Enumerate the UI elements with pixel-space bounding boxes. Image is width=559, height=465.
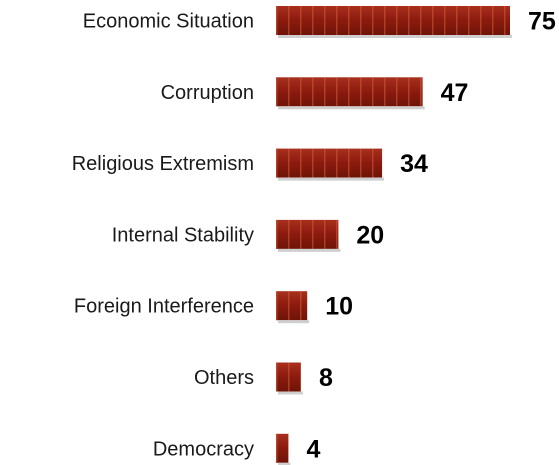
value-label: 4 (306, 435, 320, 463)
value-label: 20 (356, 221, 384, 249)
category-label: Economic Situation (83, 11, 254, 33)
bar-texture (276, 433, 289, 463)
bar-texture (276, 77, 423, 107)
bar-texture (276, 362, 301, 392)
category-label: Religious Extremism (72, 153, 254, 175)
bar-texture (276, 6, 510, 35)
bar-shadow (278, 462, 291, 465)
bar-texture (276, 148, 383, 178)
bar-texture (276, 291, 308, 321)
bar-shadow (278, 106, 425, 110)
bar-shadow (278, 248, 341, 252)
category-label: Internal Stability (112, 224, 254, 246)
value-label: 75 (528, 8, 556, 36)
category-label: Democracy (153, 438, 254, 460)
bar-texture (276, 219, 339, 249)
bar-shadow (278, 320, 310, 324)
bar-shadow (278, 177, 385, 181)
bar-shadow (278, 391, 303, 395)
category-label: Corruption (161, 82, 254, 104)
value-label: 10 (325, 293, 353, 321)
category-label: Others (194, 367, 254, 389)
bar-shadow (278, 35, 512, 38)
value-label: 8 (319, 364, 333, 392)
value-label: 47 (441, 79, 469, 107)
value-label: 34 (400, 150, 428, 178)
category-label: Foreign Interference (74, 296, 254, 318)
bars-group: Economic Situation 75 Corruption 47 Religiou… (72, 6, 556, 465)
